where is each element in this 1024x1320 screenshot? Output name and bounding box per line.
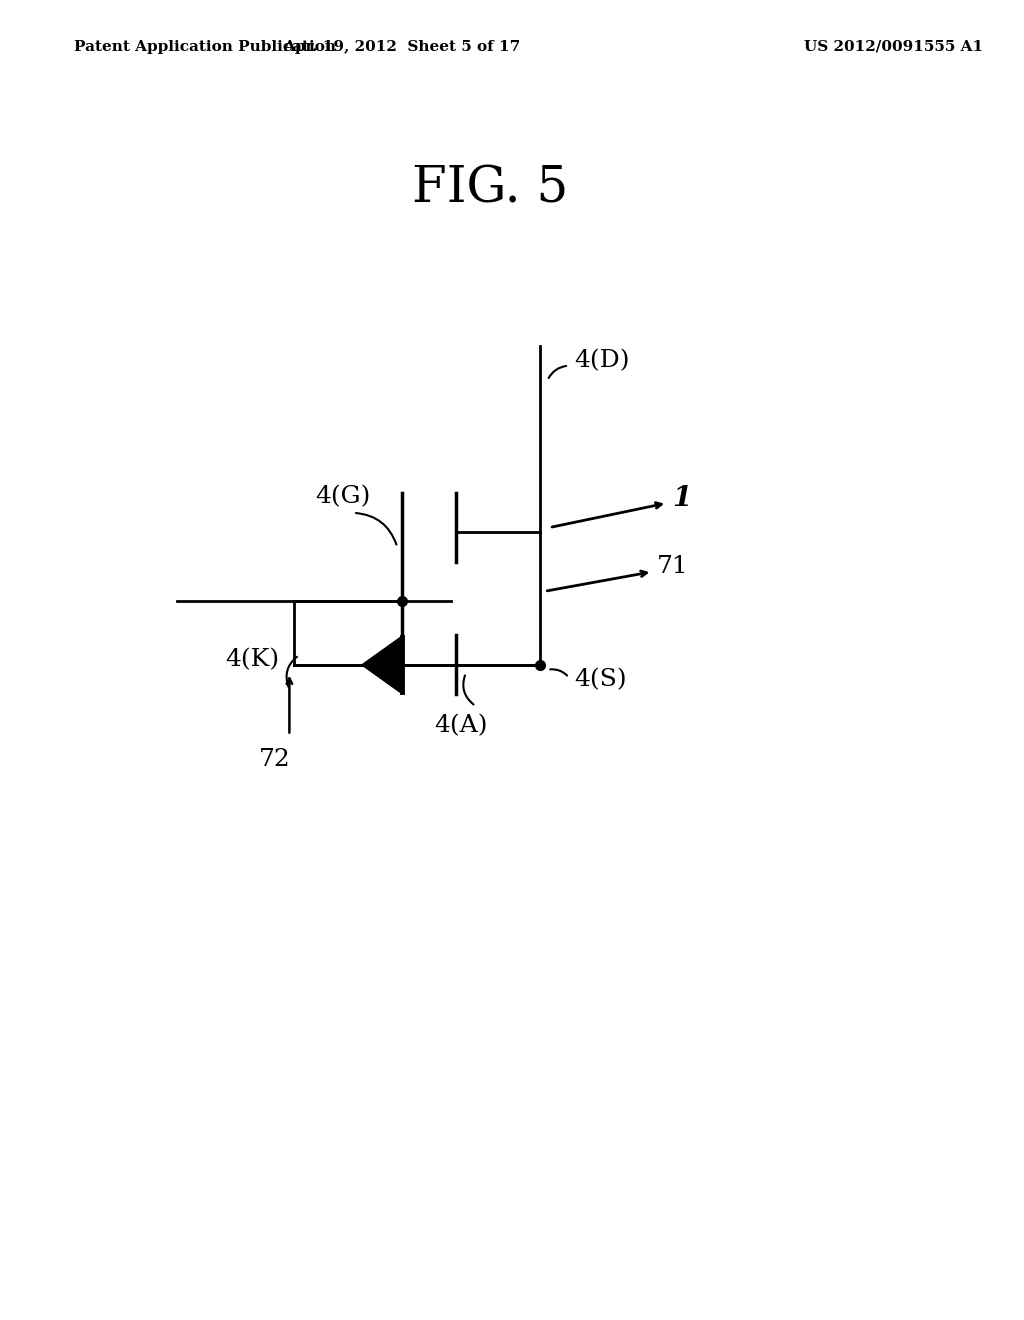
Text: 4(G): 4(G) <box>315 484 371 508</box>
Text: Apr. 19, 2012  Sheet 5 of 17: Apr. 19, 2012 Sheet 5 of 17 <box>284 40 521 54</box>
Polygon shape <box>364 638 401 693</box>
Text: 4(K): 4(K) <box>225 648 280 672</box>
Text: 4(D): 4(D) <box>573 350 630 372</box>
Text: 4(A): 4(A) <box>434 714 487 737</box>
Text: 71: 71 <box>657 556 689 578</box>
Text: 1: 1 <box>672 484 691 512</box>
Text: 72: 72 <box>259 748 291 771</box>
Text: FIG. 5: FIG. 5 <box>413 165 568 214</box>
Text: 4(S): 4(S) <box>573 668 627 692</box>
Text: US 2012/0091555 A1: US 2012/0091555 A1 <box>805 40 983 54</box>
Text: Patent Application Publication: Patent Application Publication <box>74 40 336 54</box>
